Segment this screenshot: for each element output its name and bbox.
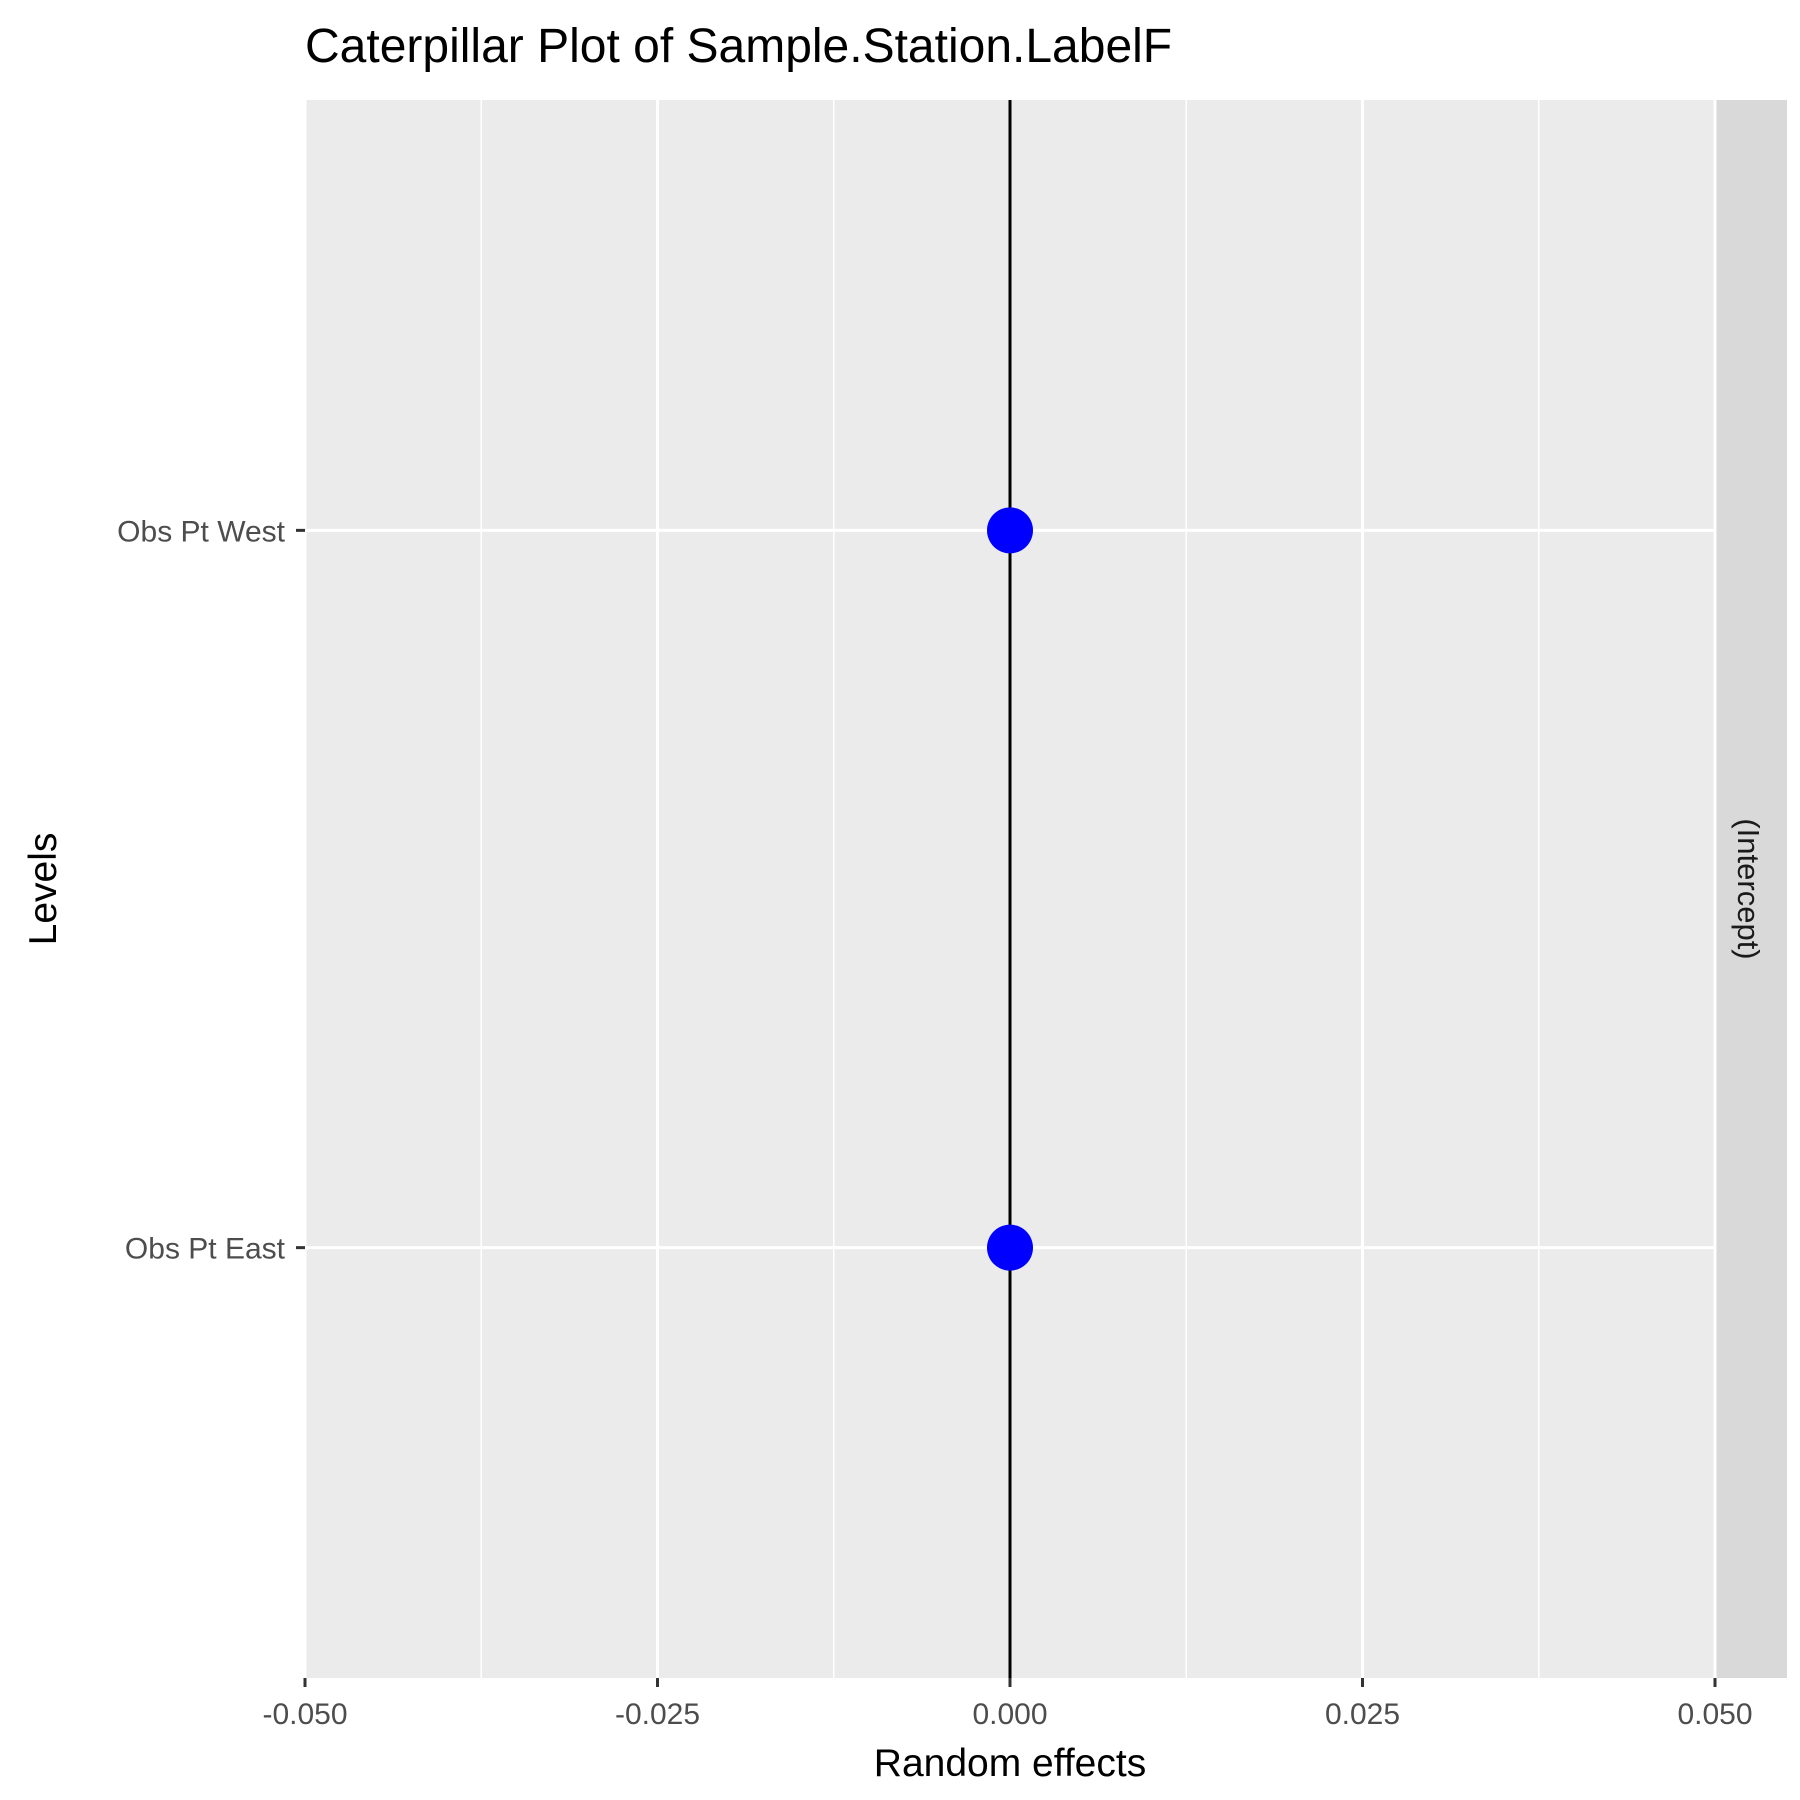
- facet-strip-label: (Intercept): [1731, 818, 1766, 959]
- x-tick-label: -0.050: [262, 1698, 347, 1731]
- y-axis-title: Levels: [22, 833, 65, 946]
- y-tick-label: Obs Pt East: [125, 1233, 286, 1266]
- x-tick-label: -0.025: [615, 1698, 700, 1731]
- x-axis-title: Random effects: [874, 1742, 1146, 1785]
- x-tick-label: 0.025: [1325, 1698, 1400, 1731]
- y-axis-ticks: Obs Pt East Obs Pt West: [117, 515, 305, 1266]
- x-tick-label: 0.000: [972, 1698, 1047, 1731]
- y-tick-label: Obs Pt West: [117, 515, 285, 548]
- x-axis-ticks: -0.050 -0.025 0.000 0.025 0.050: [262, 1678, 1753, 1731]
- data-point: [987, 1224, 1033, 1271]
- data-points: [987, 507, 1033, 1271]
- data-point: [987, 507, 1033, 554]
- minor-gridlines: [480, 100, 1540, 1678]
- facet-strip: [1715, 100, 1787, 1678]
- chart-title: Caterpillar Plot of Sample.Station.Label…: [305, 20, 1172, 73]
- x-tick-label: 0.050: [1677, 1698, 1752, 1731]
